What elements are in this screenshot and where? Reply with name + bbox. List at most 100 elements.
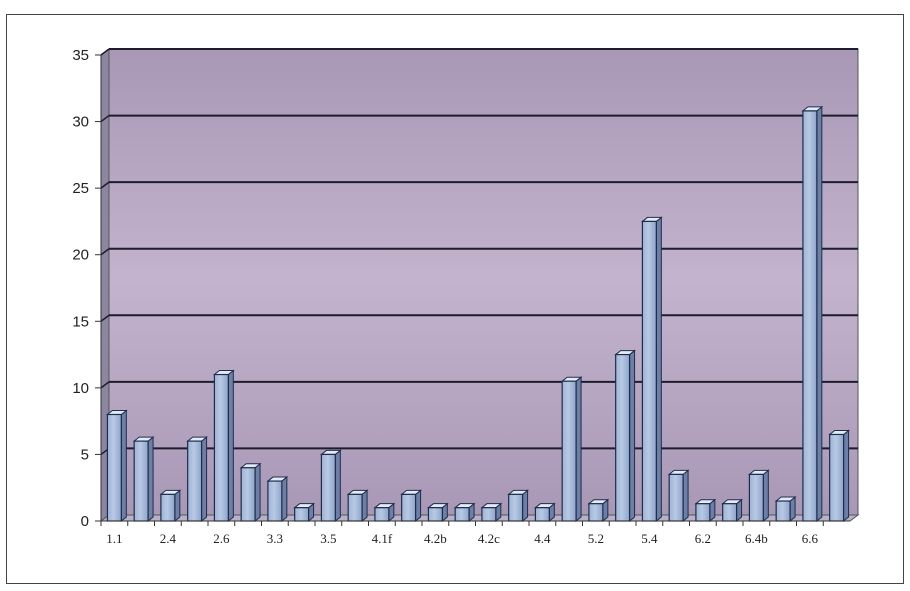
y-tick-label: 10 bbox=[72, 380, 89, 397]
bar bbox=[694, 498, 717, 523]
bar bbox=[774, 495, 797, 523]
bar-side bbox=[147, 436, 154, 523]
bar-front bbox=[668, 473, 684, 522]
bar-front bbox=[106, 413, 122, 522]
x-tick-label: 5.2 bbox=[588, 531, 604, 546]
bar-front bbox=[829, 433, 845, 522]
bar-front bbox=[187, 440, 203, 522]
x-tick-label: 4.4 bbox=[534, 531, 551, 546]
x-tick-label: 1.1 bbox=[106, 531, 122, 546]
bar bbox=[801, 105, 824, 523]
x-tick-label: 6.6 bbox=[802, 531, 819, 546]
bar bbox=[721, 498, 744, 523]
bar-side bbox=[629, 349, 636, 523]
bar-side bbox=[281, 476, 288, 523]
bar-front bbox=[427, 507, 443, 522]
bar-side bbox=[254, 462, 261, 523]
y-tick-label: 15 bbox=[72, 313, 89, 330]
x-tick-label: 4.1f bbox=[372, 531, 393, 546]
bar bbox=[560, 376, 583, 523]
bar bbox=[426, 502, 449, 523]
bar-side bbox=[575, 376, 582, 523]
bar bbox=[105, 409, 128, 523]
bar-front bbox=[347, 493, 363, 522]
bar-front bbox=[615, 353, 631, 522]
bars bbox=[105, 105, 851, 523]
bar-front bbox=[534, 507, 550, 522]
y-tick-label: 20 bbox=[72, 247, 89, 264]
bar-side bbox=[174, 489, 181, 523]
bar-front bbox=[133, 440, 149, 522]
bar-side bbox=[361, 489, 368, 523]
bar bbox=[828, 429, 851, 523]
x-tick-label: 6.4b bbox=[745, 531, 768, 546]
bar-front bbox=[374, 507, 390, 522]
gridline-side bbox=[100, 314, 110, 322]
gridline-side bbox=[100, 114, 110, 123]
bar bbox=[480, 502, 503, 523]
y-tick-label: 5 bbox=[81, 446, 89, 463]
bar-front bbox=[454, 507, 470, 522]
gridline-side bbox=[100, 248, 110, 256]
bar-side bbox=[762, 469, 769, 523]
bar bbox=[614, 349, 637, 523]
bar bbox=[319, 449, 342, 523]
bar bbox=[373, 502, 396, 523]
bar bbox=[159, 489, 182, 523]
x-tick-label: 4.2b bbox=[424, 531, 447, 546]
bar-front bbox=[775, 500, 791, 522]
bar-side bbox=[655, 216, 662, 523]
bar-front bbox=[294, 507, 310, 522]
gridlines bbox=[100, 48, 858, 456]
bar bbox=[667, 469, 690, 523]
y-tick-label: 0 bbox=[81, 513, 89, 530]
bar-front bbox=[561, 380, 577, 522]
bar-side bbox=[816, 105, 823, 523]
bar-side bbox=[415, 489, 422, 523]
bar-side bbox=[682, 469, 689, 523]
bar-front bbox=[641, 220, 657, 522]
bar-front bbox=[695, 503, 711, 522]
bar bbox=[346, 489, 369, 523]
gridline-side bbox=[100, 48, 110, 56]
bar-front bbox=[802, 110, 818, 522]
bar-front bbox=[160, 493, 176, 522]
bar bbox=[587, 498, 610, 523]
bar-front bbox=[213, 373, 229, 522]
bar-front bbox=[401, 493, 417, 522]
y-tick-label: 35 bbox=[72, 47, 89, 64]
x-tick-label: 2.4 bbox=[160, 531, 177, 546]
bar-side bbox=[843, 429, 850, 523]
bar-front bbox=[722, 503, 738, 522]
x-tick-label: 2.6 bbox=[213, 531, 230, 546]
bar bbox=[533, 502, 556, 523]
bar bbox=[266, 476, 289, 523]
bar-front bbox=[748, 473, 764, 522]
bar-front bbox=[588, 503, 604, 522]
y-tick-label: 30 bbox=[72, 114, 89, 131]
bar bbox=[400, 489, 423, 523]
bar-side bbox=[522, 489, 529, 523]
x-tick-label: 5.4 bbox=[641, 531, 658, 546]
bar-side bbox=[334, 449, 341, 523]
y-tick-label: 25 bbox=[72, 180, 89, 197]
bar-front bbox=[320, 453, 336, 522]
bar-side bbox=[227, 369, 234, 523]
bar-side bbox=[201, 436, 208, 523]
bar bbox=[239, 462, 262, 523]
bar-front bbox=[481, 507, 497, 522]
x-tick-label: 6.2 bbox=[695, 531, 711, 546]
x-tick-label: 4.2c bbox=[478, 531, 500, 546]
bar-side bbox=[120, 409, 127, 523]
y-axis: 0 5 10 15 20 25 30 35 bbox=[72, 47, 102, 530]
gridline-side bbox=[100, 181, 110, 189]
bar bbox=[186, 436, 209, 523]
bar bbox=[507, 489, 530, 523]
bar bbox=[747, 469, 770, 523]
bar bbox=[132, 436, 155, 523]
gridline-side bbox=[100, 381, 110, 389]
x-tick-label: 3.5 bbox=[320, 531, 336, 546]
x-tick-label: 3.3 bbox=[267, 531, 283, 546]
bar bbox=[293, 502, 316, 523]
